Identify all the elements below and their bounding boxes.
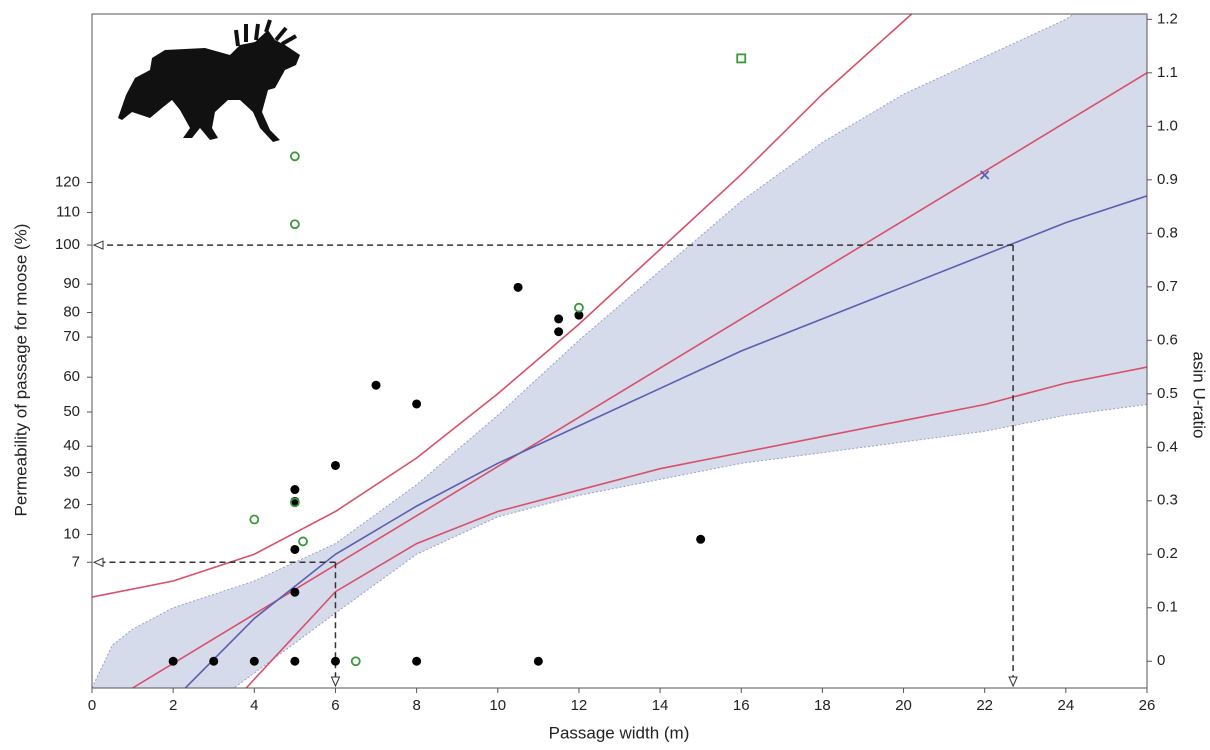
data-point (574, 302, 584, 313)
data-point (168, 656, 178, 666)
y2-tick-label: 0.6 (1157, 331, 1178, 348)
data-point (330, 460, 340, 470)
y-tick-label: 30 (63, 463, 80, 480)
data-point (290, 485, 300, 495)
y2-tick-label: 0.5 (1157, 385, 1178, 402)
y2-tick-label: 1.0 (1157, 117, 1178, 134)
data-point (330, 656, 340, 666)
x-tick-label: 2 (169, 697, 177, 714)
data-point (736, 53, 747, 64)
y-tick-label: 110 (56, 203, 80, 220)
y-tick-label: 90 (63, 275, 80, 292)
x-tick-label: 0 (88, 697, 96, 714)
y-tick-label: 20 (63, 495, 80, 512)
x-tick-label: 14 (652, 697, 669, 714)
x-tick-label: 16 (733, 697, 750, 714)
data-point (574, 310, 584, 320)
data-point (980, 170, 990, 180)
data-point (289, 151, 300, 162)
plot-frame (91, 13, 1148, 689)
y2-tick-label: 0.1 (1157, 599, 1178, 616)
y-tick-label: 100 (55, 236, 80, 253)
moose-icon (118, 30, 300, 142)
arrowhead (92, 557, 341, 688)
data-point (371, 380, 381, 390)
data-point (696, 534, 706, 544)
y-tick-label: 120 (55, 173, 80, 190)
x-tick-label: 4 (250, 697, 258, 714)
x-tick-label: 24 (1058, 697, 1075, 714)
y-tick-label: 7 (72, 553, 80, 570)
y2-tick-label: 0 (1157, 652, 1165, 669)
y2-tick-label: 0.4 (1157, 438, 1178, 455)
confidence-band (92, 14, 1147, 688)
y-tick-label: 60 (63, 368, 80, 385)
y2-tick-label: 0.2 (1157, 545, 1178, 562)
data-point (412, 656, 422, 666)
plot-area (92, 14, 1147, 688)
data-point (554, 314, 564, 324)
x-tick-label: 6 (331, 697, 339, 714)
x-axis-label: Passage width (m) (549, 723, 690, 742)
data-point (533, 656, 543, 666)
y-tick-label: 70 (63, 328, 80, 345)
data-point (289, 219, 300, 230)
reference-line (98, 244, 1014, 684)
antlers (234, 19, 297, 47)
x-tick-label: 12 (571, 697, 588, 714)
data-point (209, 656, 219, 666)
y-tick-label: 80 (63, 303, 80, 320)
data-point (290, 656, 300, 666)
x-tick-label: 8 (412, 697, 420, 714)
y-axis-label: Permeability of passage for moose (%) (11, 224, 30, 517)
x-tick-label: 18 (814, 697, 831, 714)
data-point (290, 587, 300, 597)
data-point (290, 544, 300, 554)
data-point (289, 497, 300, 508)
fit-line (184, 195, 1147, 688)
y2-tick-label: 0.8 (1157, 224, 1178, 241)
data-point (513, 282, 523, 292)
data-point (554, 327, 564, 337)
fit-line (92, 14, 913, 598)
fit-line (132, 72, 1147, 688)
y-tick-label: 40 (63, 437, 80, 454)
y2-tick-label: 1.1 (1157, 64, 1178, 81)
data-point (298, 536, 308, 547)
y2-tick-label: 0.9 (1157, 171, 1178, 188)
data-point (412, 399, 422, 409)
x-tick-label: 22 (976, 697, 993, 714)
x-tick-label: 20 (895, 697, 912, 714)
y2-tick-label: 1.2 (1157, 10, 1178, 27)
y2-axis-label: asin U-ratio (1190, 352, 1209, 439)
y2-tick-label: 0.3 (1157, 492, 1178, 509)
y-tick-label: 10 (63, 525, 80, 542)
arrowhead (92, 240, 1018, 688)
y2-tick-label: 0.7 (1157, 278, 1178, 295)
data-point (249, 514, 260, 525)
x-tick-label: 26 (1139, 697, 1156, 714)
fit-line (245, 366, 1147, 688)
data-point (249, 656, 259, 666)
data-point (350, 656, 361, 667)
y-tick-label: 50 (63, 403, 80, 420)
x-tick-label: 10 (489, 697, 506, 714)
